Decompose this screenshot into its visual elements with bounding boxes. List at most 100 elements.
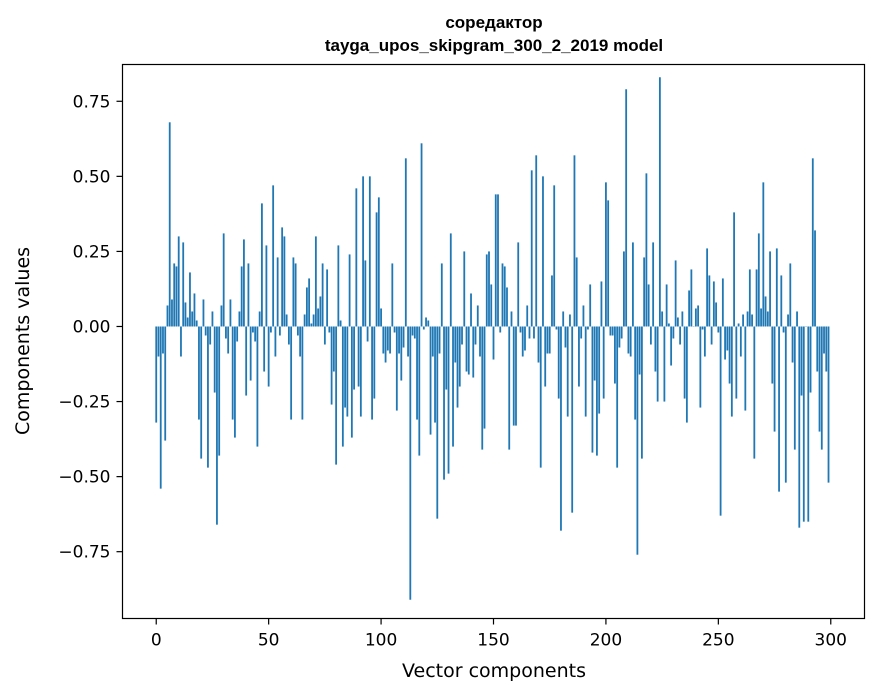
bar bbox=[762, 182, 765, 327]
bar bbox=[195, 320, 198, 327]
bar bbox=[216, 326, 218, 525]
bar bbox=[764, 296, 767, 327]
bar bbox=[332, 326, 335, 372]
bar bbox=[472, 326, 475, 378]
bar bbox=[818, 326, 821, 432]
bar bbox=[258, 311, 261, 327]
bar bbox=[476, 305, 479, 327]
bar bbox=[330, 326, 333, 405]
bar bbox=[596, 326, 598, 456]
bar bbox=[744, 326, 747, 411]
bar bbox=[236, 326, 239, 342]
bar bbox=[658, 77, 661, 327]
bar bbox=[308, 278, 311, 327]
bar bbox=[780, 275, 783, 327]
x-tick-label: 200 bbox=[590, 631, 622, 651]
bar bbox=[357, 326, 360, 387]
bar bbox=[773, 326, 776, 432]
bar bbox=[485, 254, 488, 327]
bar bbox=[159, 326, 162, 489]
bar bbox=[809, 326, 812, 393]
bar bbox=[312, 314, 315, 327]
bar bbox=[335, 326, 338, 465]
bar bbox=[528, 326, 531, 339]
bar bbox=[301, 326, 304, 420]
bar bbox=[652, 242, 655, 327]
bar bbox=[456, 326, 459, 408]
bar bbox=[443, 326, 445, 480]
bar bbox=[425, 317, 427, 327]
bar bbox=[503, 266, 506, 327]
bar bbox=[641, 326, 643, 459]
bar bbox=[337, 245, 340, 327]
bar bbox=[793, 326, 796, 450]
x-tick-label: 50 bbox=[258, 631, 280, 651]
bar bbox=[494, 194, 497, 327]
bar bbox=[620, 326, 623, 339]
bar bbox=[665, 284, 668, 327]
bar bbox=[499, 326, 502, 333]
bar bbox=[506, 287, 508, 327]
bar bbox=[222, 233, 225, 327]
bar bbox=[490, 284, 493, 327]
bar bbox=[557, 326, 560, 399]
bar bbox=[267, 326, 270, 387]
bar bbox=[180, 326, 182, 357]
bar bbox=[627, 326, 630, 354]
bar bbox=[683, 326, 686, 399]
bar bbox=[157, 326, 160, 357]
bar bbox=[341, 326, 344, 447]
bar bbox=[562, 311, 565, 327]
bar bbox=[757, 233, 760, 327]
bar bbox=[614, 326, 616, 384]
bar bbox=[638, 326, 641, 375]
bar bbox=[690, 269, 693, 327]
bar bbox=[452, 326, 454, 447]
y-tick-label: 0.75 bbox=[73, 92, 111, 112]
bar bbox=[440, 263, 443, 327]
bars-group bbox=[155, 77, 830, 600]
bar bbox=[609, 326, 612, 336]
bar bbox=[411, 326, 414, 336]
bar bbox=[654, 326, 657, 372]
x-tick-label: 0 bbox=[151, 631, 162, 651]
bar bbox=[584, 326, 587, 417]
bar bbox=[607, 200, 610, 327]
bar bbox=[699, 326, 702, 408]
bar bbox=[283, 236, 286, 327]
bar bbox=[355, 188, 358, 327]
bar bbox=[177, 236, 180, 327]
bar bbox=[321, 263, 324, 327]
bar bbox=[445, 326, 448, 390]
bar bbox=[598, 326, 601, 414]
bar bbox=[517, 242, 520, 327]
bar bbox=[346, 326, 349, 417]
bar bbox=[681, 311, 684, 327]
bar bbox=[186, 317, 189, 327]
bar bbox=[582, 305, 585, 327]
bar bbox=[706, 248, 709, 327]
bar bbox=[719, 326, 722, 516]
bar bbox=[207, 326, 209, 468]
bar bbox=[256, 326, 259, 447]
bar bbox=[555, 326, 558, 330]
bar bbox=[393, 326, 396, 333]
bar bbox=[823, 326, 825, 354]
bar bbox=[240, 266, 243, 327]
bar bbox=[798, 326, 801, 528]
bar bbox=[807, 326, 810, 522]
bar bbox=[661, 311, 664, 327]
bar bbox=[249, 326, 252, 381]
bar bbox=[521, 326, 524, 357]
bar bbox=[427, 320, 430, 327]
bar bbox=[364, 260, 367, 327]
bar bbox=[278, 326, 281, 336]
bar bbox=[274, 326, 277, 357]
bar bbox=[323, 326, 326, 345]
bar bbox=[530, 170, 533, 327]
bar bbox=[784, 326, 787, 483]
bar bbox=[314, 236, 317, 327]
bar bbox=[735, 326, 738, 399]
bar bbox=[209, 326, 212, 345]
bar bbox=[814, 230, 816, 327]
